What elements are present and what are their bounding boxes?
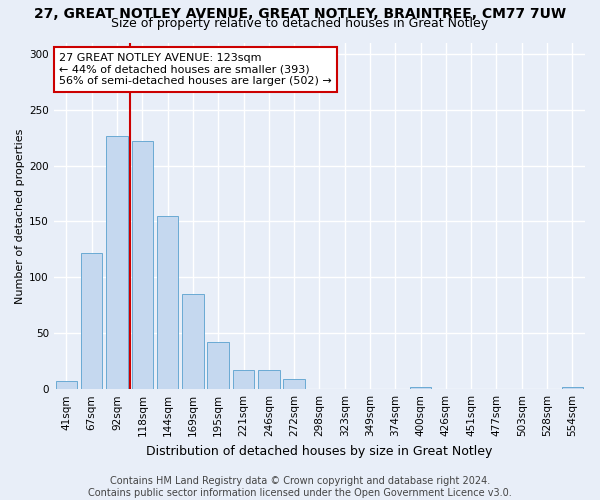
Text: Size of property relative to detached houses in Great Notley: Size of property relative to detached ho… (112, 18, 488, 30)
Bar (208, 342, 229, 389)
Bar (157, 216, 178, 389)
Text: Contains HM Land Registry data © Crown copyright and database right 2024.
Contai: Contains HM Land Registry data © Crown c… (88, 476, 512, 498)
Bar (233, 370, 254, 389)
Bar (283, 379, 305, 389)
Bar (56, 382, 77, 389)
Bar (131, 141, 153, 389)
Text: 27, GREAT NOTLEY AVENUE, GREAT NOTLEY, BRAINTREE, CM77 7UW: 27, GREAT NOTLEY AVENUE, GREAT NOTLEY, B… (34, 8, 566, 22)
Bar (258, 370, 280, 389)
Text: 27 GREAT NOTLEY AVENUE: 123sqm
← 44% of detached houses are smaller (393)
56% of: 27 GREAT NOTLEY AVENUE: 123sqm ← 44% of … (59, 53, 332, 86)
Bar (562, 387, 583, 389)
Y-axis label: Number of detached properties: Number of detached properties (15, 128, 25, 304)
Bar (182, 294, 203, 389)
Bar (81, 252, 103, 389)
Bar (410, 387, 431, 389)
Bar (106, 136, 128, 389)
X-axis label: Distribution of detached houses by size in Great Notley: Distribution of detached houses by size … (146, 444, 493, 458)
